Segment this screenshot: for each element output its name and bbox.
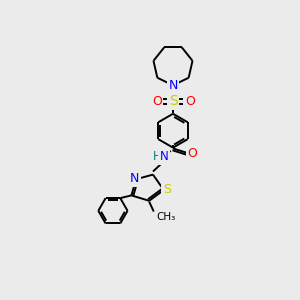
Text: N: N [130,172,139,185]
Text: CH₃: CH₃ [157,212,176,222]
Text: H: H [153,150,162,164]
Text: O: O [185,95,195,108]
Text: N: N [168,79,178,92]
Text: O: O [187,146,197,160]
Text: O: O [152,95,162,108]
Text: S: S [163,183,171,196]
Text: N: N [159,150,168,164]
Text: S: S [169,94,177,108]
